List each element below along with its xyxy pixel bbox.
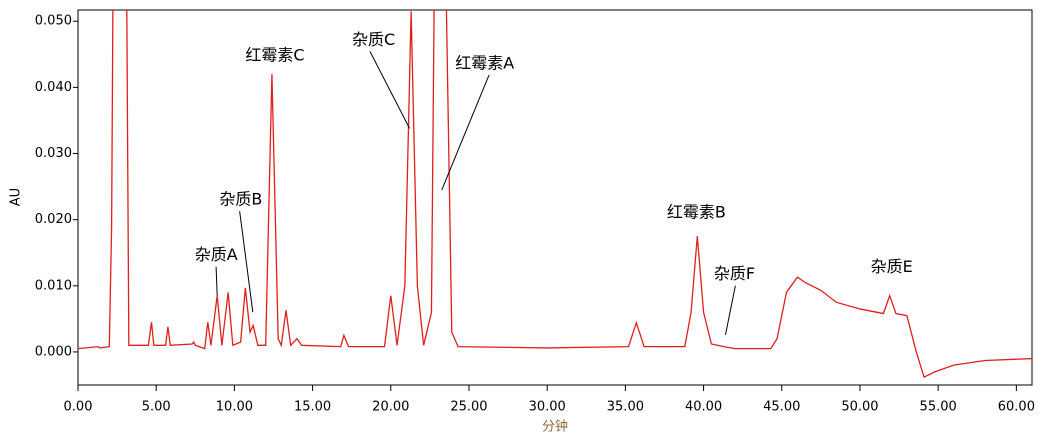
annotation-line bbox=[239, 211, 254, 313]
x-tick-label: 45.00 bbox=[763, 400, 800, 415]
x-tick-label: 5.00 bbox=[142, 400, 171, 415]
x-tick-label: 0.00 bbox=[64, 400, 93, 415]
annotation-line bbox=[369, 51, 410, 129]
x-tick-label: 25.00 bbox=[450, 400, 487, 415]
x-tick-label: 30.00 bbox=[529, 400, 566, 415]
y-axis-label: AU bbox=[9, 188, 24, 206]
annotation: 杂质F bbox=[714, 264, 755, 283]
x-tick-label: 50.00 bbox=[841, 400, 878, 415]
annotation: 红霉素B bbox=[667, 203, 726, 222]
annotation: 杂质A bbox=[195, 245, 238, 264]
y-tick-label: 0.010 bbox=[35, 278, 72, 293]
annotation: 红霉素C bbox=[245, 46, 304, 65]
annotation-line bbox=[215, 266, 218, 296]
x-tick-label: 40.00 bbox=[685, 400, 722, 415]
x-tick-label: 55.00 bbox=[920, 400, 957, 415]
annotation: 杂质B bbox=[219, 190, 262, 209]
annotation-line bbox=[441, 74, 490, 191]
x-tick-label: 60.00 bbox=[998, 400, 1035, 415]
y-tick-label: 0.050 bbox=[35, 14, 72, 29]
x-tick-label: 10.00 bbox=[216, 400, 253, 415]
trace bbox=[78, 10, 1032, 378]
annotation: 红霉素A bbox=[455, 53, 514, 72]
annotation: 杂质E bbox=[871, 257, 913, 276]
y-tick-label: 0.030 bbox=[35, 146, 72, 161]
y-tick-label: 0.000 bbox=[35, 344, 72, 359]
x-tick-label: 15.00 bbox=[294, 400, 331, 415]
annotation-line bbox=[724, 285, 736, 335]
y-tick-label: 0.020 bbox=[35, 212, 72, 227]
y-tick-label: 0.040 bbox=[35, 80, 72, 95]
plot-frame bbox=[77, 9, 1033, 386]
x-tick-label: 35.00 bbox=[607, 400, 644, 415]
annotation: 杂质C bbox=[352, 30, 395, 49]
x-axis-label: 分钟 bbox=[542, 419, 568, 435]
x-tick-label: 20.00 bbox=[372, 400, 409, 415]
